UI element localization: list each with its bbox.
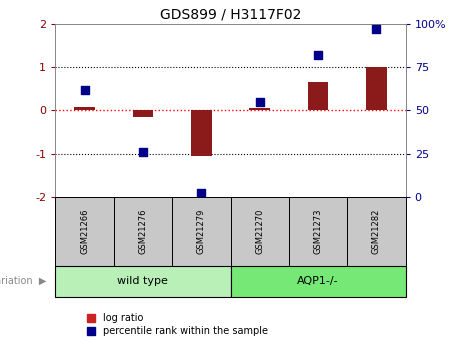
Text: GSM21279: GSM21279 [197, 208, 206, 254]
Text: GSM21266: GSM21266 [80, 208, 89, 254]
Text: GSM21282: GSM21282 [372, 208, 381, 254]
Bar [230, 266, 406, 297]
Bar [74, 107, 95, 110]
Bar [191, 110, 212, 156]
Text: GSM21276: GSM21276 [138, 208, 148, 254]
Title: GDS899 / H3117F02: GDS899 / H3117F02 [160, 8, 301, 22]
Text: wild type: wild type [118, 276, 168, 286]
Point [198, 190, 205, 196]
Bar [249, 108, 270, 110]
Bar [308, 82, 328, 110]
Bar [55, 266, 230, 297]
Text: GSM21273: GSM21273 [313, 208, 323, 254]
Bar [114, 197, 172, 266]
Point [373, 27, 380, 32]
Bar [347, 197, 406, 266]
Text: AQP1-/-: AQP1-/- [297, 276, 339, 286]
Bar [55, 197, 114, 266]
Bar [366, 67, 387, 110]
Point [139, 149, 147, 155]
Bar [133, 110, 153, 117]
Bar [289, 197, 347, 266]
Bar [230, 197, 289, 266]
Bar [172, 197, 230, 266]
Point [81, 87, 88, 92]
Text: GSM21270: GSM21270 [255, 208, 264, 254]
Text: genotype/variation  ▶: genotype/variation ▶ [0, 276, 46, 286]
Point [314, 52, 322, 58]
Point [256, 99, 263, 105]
Legend: log ratio, percentile rank within the sample: log ratio, percentile rank within the sa… [83, 309, 272, 340]
